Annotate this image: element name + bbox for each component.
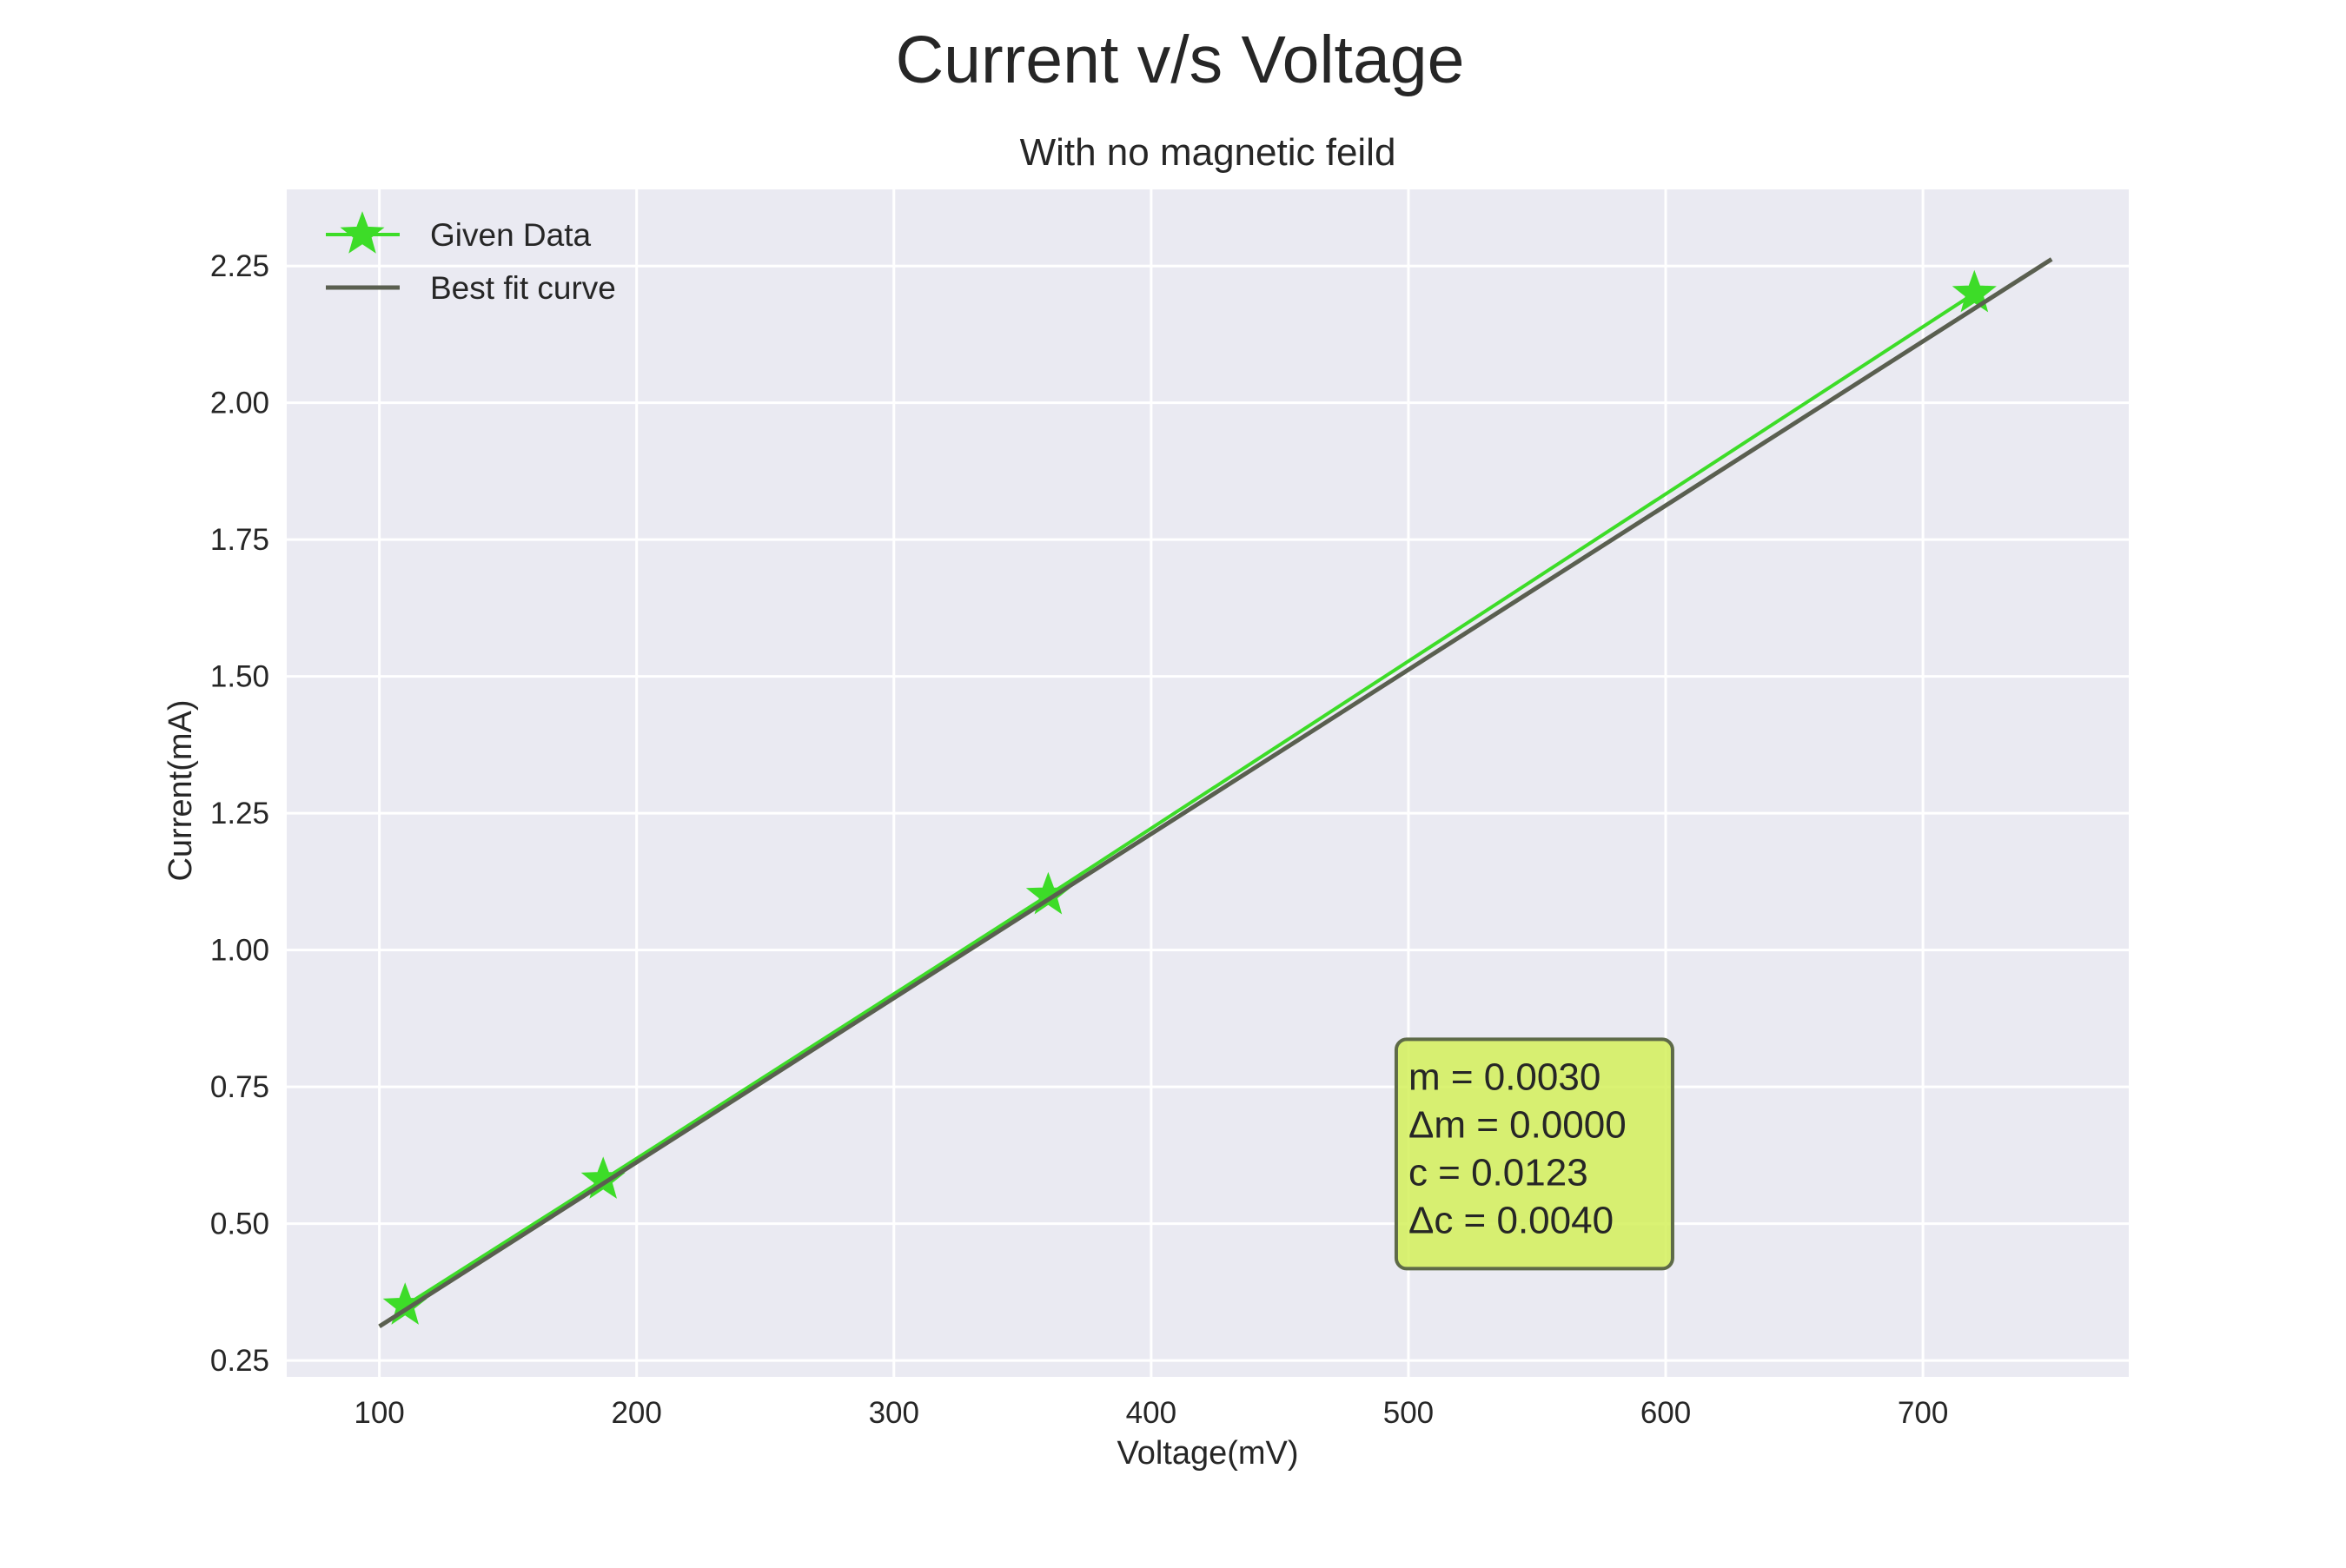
legend: Given Data Best fit curve	[326, 211, 616, 306]
x-tick-label: 500	[1383, 1396, 1434, 1430]
chart-subtitle: With no magnetic feild	[1020, 131, 1396, 174]
series-layer	[378, 257, 2053, 1329]
fit-parameter-text: Δc = 0.0040	[1408, 1199, 1614, 1241]
fit-parameters-background	[1394, 1037, 1674, 1271]
y-tick-label: 1.50	[210, 660, 269, 694]
y-tick-label: 1.75	[210, 523, 269, 557]
given-data-line	[404, 292, 1976, 1307]
fit-parameter-text: Δm = 0.0000	[1408, 1103, 1627, 1146]
x-tick-label: 100	[354, 1396, 404, 1430]
legend-given-marker	[340, 211, 385, 254]
fit-parameter-text: c = 0.0123	[1408, 1151, 1588, 1194]
best-fit-line	[378, 257, 2053, 1329]
tick-labels: 100 200 300 400 500 600 700 0.25 0.50 0.75 1.00 1.2…	[210, 249, 1948, 1430]
x-tick-label: 400	[1126, 1396, 1176, 1430]
x-tick-label: 700	[1898, 1396, 1948, 1430]
legend-given-label: Given Data	[430, 217, 592, 253]
fit-parameter-text: m = 0.0030	[1408, 1055, 1600, 1098]
y-tick-label: 1.25	[210, 797, 269, 830]
plot-area	[287, 189, 2129, 1377]
y-tick-label: 0.25	[210, 1344, 269, 1378]
legend-fit-label: Best fit curve	[430, 270, 616, 306]
y-tick-label: 2.00	[210, 387, 269, 420]
x-tick-label: 300	[869, 1396, 919, 1430]
x-axis-label: Voltage(mV)	[1117, 1435, 1298, 1472]
x-tick-label: 600	[1640, 1396, 1691, 1430]
y-axis-label: Current(mA)	[162, 699, 199, 881]
y-tick-label: 1.00	[210, 934, 269, 968]
y-tick-label: 2.25	[210, 249, 269, 283]
x-tick-label: 200	[611, 1396, 661, 1430]
y-tick-label: 0.50	[210, 1207, 269, 1241]
grid	[287, 189, 2129, 1377]
fit-parameters-box: m = 0.0030 Δm = 0.0000 c = 0.0123 Δc = 0.00…	[1394, 1037, 1674, 1271]
chart-title: Current v/s Voltage	[896, 23, 1465, 97]
given-data-point	[1952, 269, 1997, 313]
y-tick-label: 0.75	[210, 1070, 269, 1104]
